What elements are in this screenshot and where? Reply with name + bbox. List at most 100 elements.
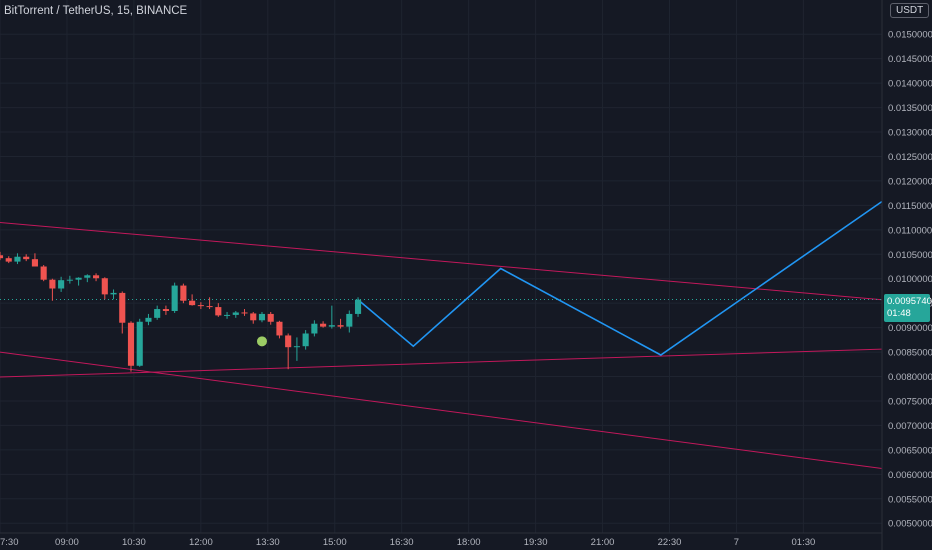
y-tick-label: 0.0135000 [888,103,932,114]
x-tick-label: 21:00 [591,537,615,548]
candle-down [241,309,248,316]
y-tick-label: 0.0100000 [888,274,932,285]
candle-down [31,253,38,267]
y-tick-label: 0.0115000 [888,201,932,212]
time-axis[interactable]: 7:30 09:00 10:30 12:00 13:30 15:00 16:30 18:00 1… [0,537,815,548]
candle-up [145,313,152,326]
candle-body [5,258,12,262]
candle-up [66,275,73,284]
candle-body [293,346,300,348]
candle-down [162,305,169,315]
y-tick-label: 0.0150000 [888,30,932,41]
y-tick-label: 0.0080000 [888,372,932,383]
candle-body [267,313,274,322]
x-tick-label: 10:30 [122,537,146,548]
y-tick-label: 0.0050000 [888,519,932,530]
candle-down [0,251,4,261]
candle-countdown: 01:48 [887,308,911,319]
candle-body [14,256,21,262]
candle-body [93,275,100,279]
candle-body [119,292,126,323]
y-tick-label: 0.0145000 [888,54,932,65]
candle-body [223,314,231,316]
x-tick-label: 01:30 [792,537,816,548]
signal-marker [256,336,267,347]
candle-up [328,305,335,329]
y-tick-label: 0.0065000 [888,445,932,456]
y-tick-label: 0.0125000 [888,152,932,163]
candle-body [337,325,344,327]
y-tick-label: 0.0070000 [888,421,932,432]
candle-body [354,299,362,314]
x-tick-label: 12:00 [189,537,213,548]
candle-body [162,309,169,311]
x-tick-label: 7:30 [0,537,19,548]
candle-up [293,337,300,361]
candle-body [258,313,266,321]
candle-up [354,297,362,317]
y-tick-label: 0.0075000 [888,396,932,407]
x-tick-label: 18:00 [457,537,481,548]
candle-body [346,313,353,327]
y-tick-label: 0.0060000 [888,470,932,481]
candle-up [14,253,21,265]
candle-up [346,310,353,333]
candle-body [75,277,82,280]
support-trendline [0,348,883,378]
x-tick-label: 22:30 [658,537,682,548]
candle-down [23,254,30,262]
candle-body [154,309,161,318]
x-tick-label: 13:30 [256,537,280,548]
candle-down [267,311,274,325]
y-tick-label: 0.0090000 [888,323,932,334]
candle-down [276,320,283,339]
candle-body [23,256,30,260]
candle-down [250,311,257,324]
candle-body [40,266,47,280]
candle-down [101,277,108,300]
candle-body [302,333,309,347]
candle-down [320,321,327,328]
candle-down [285,333,292,370]
candle-body [171,285,178,311]
candle-up [258,311,266,323]
currency-badge[interactable]: USDT [890,3,930,18]
upper-trendline [0,222,883,301]
candle-down [189,294,196,306]
candle-body [328,325,335,327]
candle-up [110,289,117,300]
candle-body [276,321,283,336]
x-tick-label: 09:00 [55,537,79,548]
candle-down [119,291,126,334]
candle-down [127,321,135,372]
x-tick-label: 16:30 [390,537,414,548]
candle-down [40,265,47,282]
candle-body [31,259,38,267]
chart-title: BitTorrent / TetherUS, 15, BINANCE [4,5,188,17]
candle-body [0,255,4,259]
candle-up [232,310,239,318]
candle-body [215,307,222,316]
candles [0,251,362,372]
y-tick-label: 0.0055000 [888,494,932,505]
candle-up [311,320,318,337]
candle-up [223,311,231,319]
y-tick-label: 0.0140000 [888,79,932,90]
candle-body [189,300,196,306]
candle-down [5,256,12,264]
candle-body [311,323,318,334]
grid [0,0,882,533]
candle-body [136,321,143,366]
x-tick-label: 19:30 [524,537,548,548]
candle-body [110,292,117,295]
y-tick-label: 0.0130000 [888,128,932,139]
y-tick-label: 0.0105000 [888,250,932,261]
x-tick-label: 15:00 [323,537,347,548]
candle-body [145,317,152,322]
candle-up [75,277,82,286]
price-axis[interactable]: 0.0050000 0.0055000 0.0060000 0.0065000 0.00… [888,30,932,530]
candle-body [66,279,73,281]
